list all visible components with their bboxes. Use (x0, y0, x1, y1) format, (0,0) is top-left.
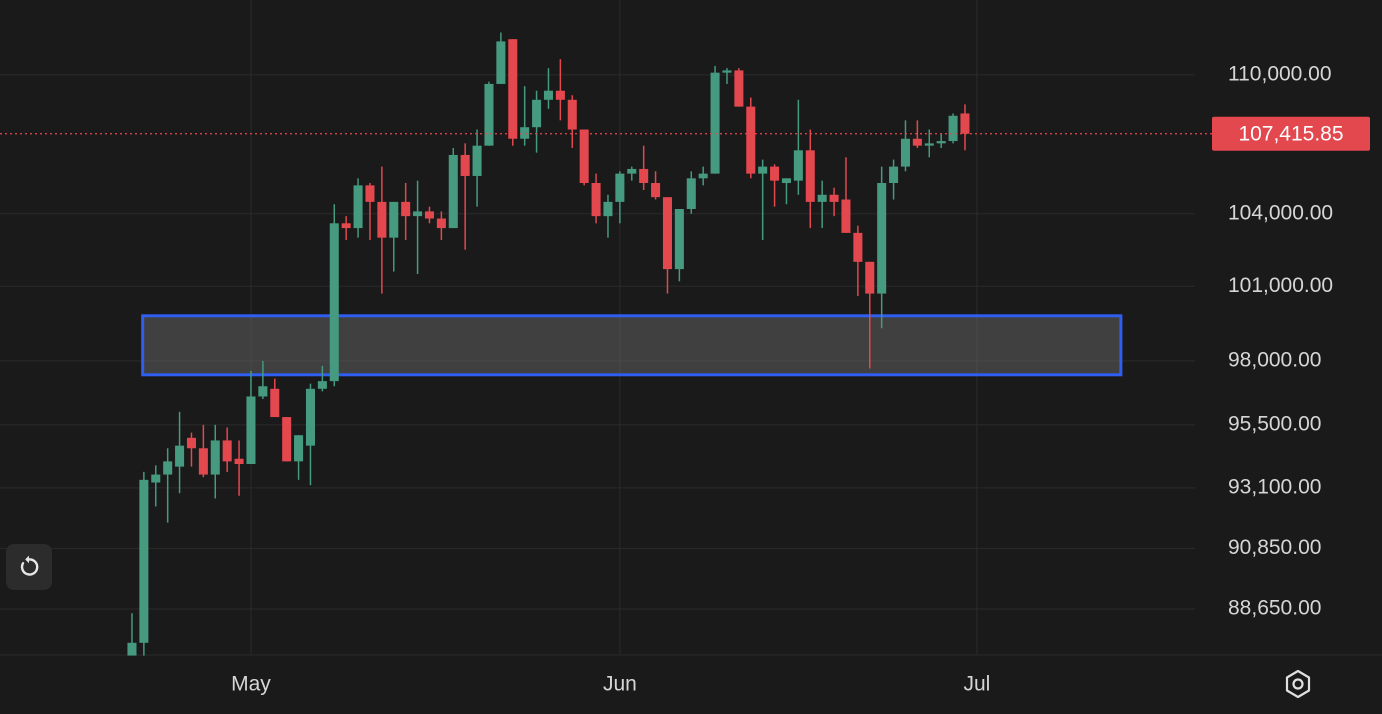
candle-body (139, 479, 149, 643)
candle-body (555, 90, 565, 100)
candle-body (436, 218, 446, 229)
y-tick-label: 95,500.00 (1228, 412, 1321, 435)
candle-body (151, 474, 161, 483)
y-tick-label: 110,000.00 (1228, 62, 1332, 85)
candle-body (722, 70, 732, 73)
candle-body (817, 194, 827, 202)
candle-body (543, 90, 553, 100)
candle-body (341, 223, 351, 229)
x-tick-label: Jul (963, 673, 990, 696)
candle-body (353, 185, 363, 229)
candle-body (163, 461, 173, 475)
grid (0, 0, 1382, 656)
candle-body (770, 166, 780, 181)
candle-body (889, 166, 899, 184)
candle-body (377, 201, 387, 238)
candle-body (234, 458, 244, 465)
candle-body (186, 437, 196, 449)
candle-body (841, 199, 851, 233)
candle-body (246, 396, 256, 465)
zone-box (141, 314, 1123, 377)
candle-body (484, 83, 494, 146)
candle-body (222, 440, 232, 462)
settings-icon (1285, 669, 1311, 699)
candle-body (294, 435, 304, 462)
settings-button[interactable] (1282, 668, 1314, 700)
candle-body (270, 388, 280, 418)
candle-body (662, 197, 672, 270)
candle-body (496, 41, 506, 84)
candle-body (936, 141, 946, 144)
candle-body (912, 138, 922, 146)
y-tick-label: 90,850.00 (1228, 536, 1321, 559)
last-price-label: 107,415.85 (1238, 122, 1343, 145)
candle-body (734, 70, 744, 107)
candle-body (948, 115, 958, 142)
candle-body (627, 168, 637, 174)
candle-body (448, 154, 458, 229)
candle-body (175, 445, 185, 467)
reset-icon (20, 555, 39, 576)
candle-body (317, 381, 327, 389)
candle-body (698, 173, 708, 179)
candle-body (472, 145, 482, 176)
candle-body (853, 232, 863, 262)
y-tick-label: 88,650.00 (1228, 597, 1321, 620)
candle-body (460, 154, 470, 176)
y-tick-label: 93,100.00 (1228, 475, 1321, 498)
candle-body (900, 138, 910, 167)
candle-body (960, 113, 970, 134)
candle-body (424, 211, 434, 219)
y-tick-label: 104,000.00 (1228, 201, 1333, 224)
candle-body (805, 150, 815, 202)
candle-body (520, 127, 530, 139)
candle-body (127, 642, 137, 656)
candle-body (829, 194, 839, 202)
candle-body (758, 166, 768, 174)
candle-body (579, 129, 589, 184)
reset-button[interactable] (6, 544, 52, 590)
candle-body (603, 201, 613, 217)
candle-body (651, 183, 661, 198)
candle-body (710, 72, 720, 174)
candle-body (924, 143, 934, 146)
zone-layer (141, 314, 1123, 377)
y-tick-label: 98,000.00 (1228, 348, 1321, 371)
candle-body (639, 168, 649, 184)
candle-body (532, 99, 542, 128)
candle-body (329, 223, 339, 382)
candle-body (674, 209, 684, 270)
last-price-tag (1212, 116, 1370, 151)
axes: 88,650.00 90,850.00 93,100.00 95,500.00 98,0… (0, 62, 1370, 696)
candle-body (793, 150, 803, 181)
candle-body (615, 173, 625, 202)
candle-body (401, 201, 411, 217)
candle-body (305, 388, 315, 446)
candle-body (389, 201, 399, 238)
candle-body (591, 183, 601, 217)
candle-body (686, 178, 696, 210)
candle-body (781, 178, 791, 184)
candle-body (746, 106, 756, 174)
x-tick-label: May (231, 673, 271, 696)
candle-body (877, 183, 887, 294)
x-tick-label: Jun (603, 673, 637, 696)
candle-body (865, 261, 875, 294)
candles (127, 32, 970, 656)
y-tick-label: 101,000.00 (1228, 274, 1333, 297)
candle-body (282, 417, 292, 462)
candle-body (365, 185, 375, 202)
candle-body (567, 99, 577, 130)
candle-body (210, 440, 220, 475)
candle-body (258, 386, 268, 397)
candle-body (508, 39, 518, 139)
candle-body (413, 211, 423, 217)
candle-body (198, 448, 208, 475)
